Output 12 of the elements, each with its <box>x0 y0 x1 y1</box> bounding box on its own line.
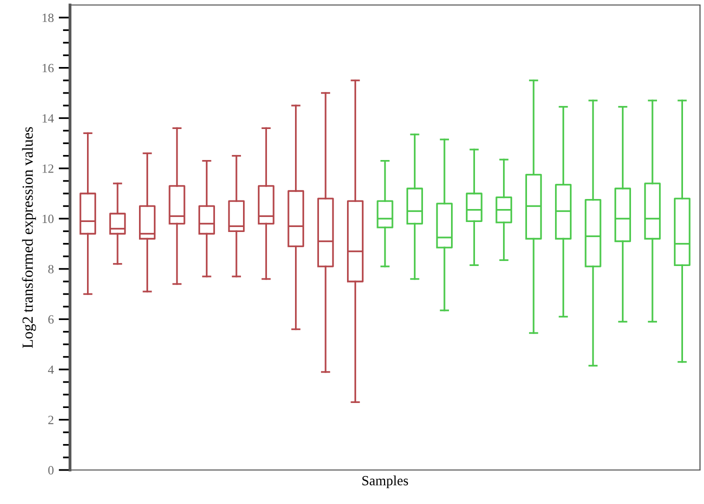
y-axis-title: Log2 transformed expression values <box>22 127 36 348</box>
y-tick-label: 16 <box>42 64 54 72</box>
y-tick-label: 12 <box>42 164 54 173</box>
y-tick-label: 10 <box>42 214 54 224</box>
y-tick-label: 2 <box>48 416 54 424</box>
y-tick-label: 0 <box>48 466 54 474</box>
y-tick-label: 18 <box>42 14 54 22</box>
y-tick-label: 14 <box>42 114 54 122</box>
x-axis-title: Samples <box>362 476 408 488</box>
y-tick-label: 4 <box>48 366 54 374</box>
y-tick-label: 8 <box>48 264 54 274</box>
y-tick-label: 6 <box>48 315 54 324</box>
